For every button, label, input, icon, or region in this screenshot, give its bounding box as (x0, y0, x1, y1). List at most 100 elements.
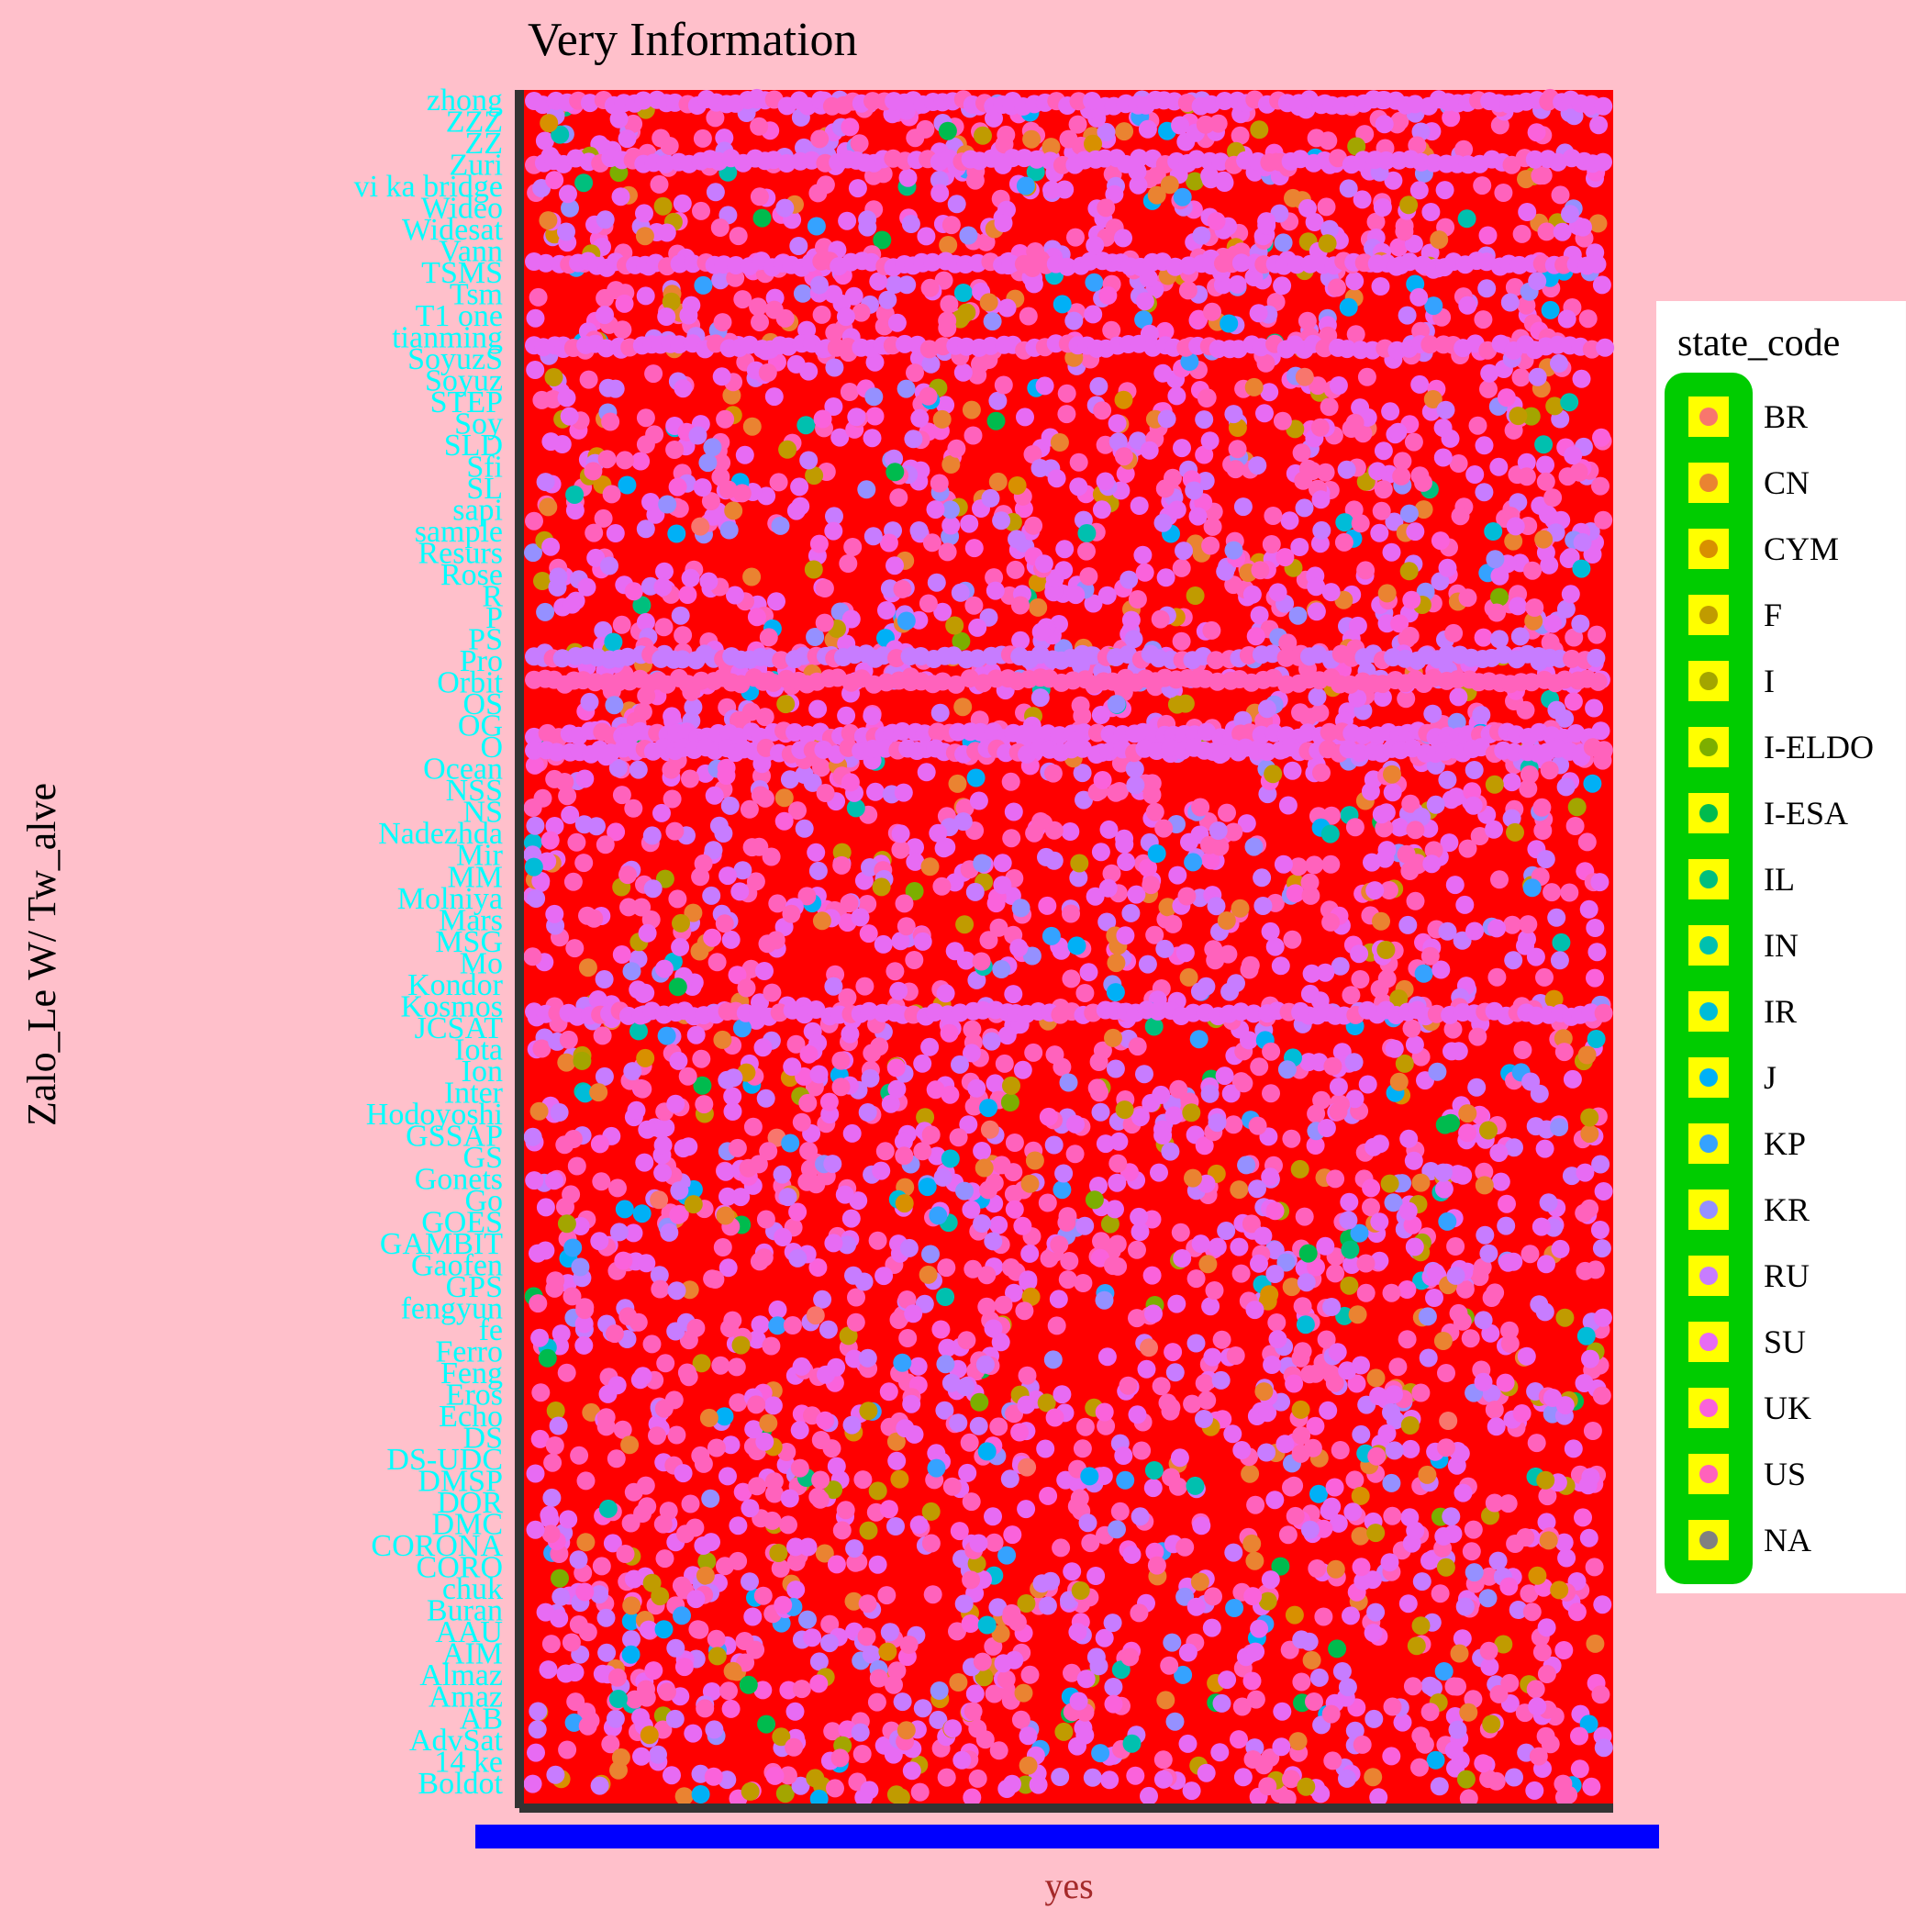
data-point (627, 1100, 646, 1120)
data-point (1045, 1408, 1064, 1427)
data-point (1233, 1768, 1253, 1787)
data-point (1356, 1283, 1376, 1302)
data-point (1070, 854, 1089, 873)
data-point (638, 923, 657, 943)
data-point (832, 1521, 852, 1540)
data-point (1282, 1770, 1300, 1789)
data-point (1550, 353, 1568, 373)
data-point (1084, 594, 1103, 613)
data-point (1389, 1072, 1409, 1091)
data-point (569, 1550, 588, 1569)
data-point (607, 822, 626, 842)
data-point (633, 1504, 652, 1523)
data-point (1404, 234, 1423, 253)
data-point (1389, 989, 1409, 1008)
data-point (653, 1514, 673, 1534)
data-point (1055, 180, 1075, 199)
data-point (809, 534, 829, 553)
data-point (575, 769, 595, 788)
data-point (1114, 229, 1132, 248)
data-point (1290, 1159, 1309, 1178)
data-point (769, 1544, 788, 1562)
data-point (1329, 1078, 1348, 1096)
data-point (1275, 1435, 1295, 1454)
data-point (1316, 963, 1335, 982)
data-point (1548, 152, 1567, 172)
data-point (1091, 706, 1110, 724)
data-point (1404, 1151, 1423, 1170)
data-point (526, 361, 545, 379)
data-point (1228, 274, 1247, 294)
data-point (778, 1766, 797, 1785)
data-point (1594, 1182, 1613, 1201)
data-point (1554, 1029, 1573, 1048)
data-point (841, 1209, 861, 1228)
data-point (1064, 311, 1084, 330)
data-point (1449, 454, 1468, 473)
data-point (897, 917, 916, 936)
data-point (1436, 1558, 1455, 1577)
data-point (636, 1048, 655, 1067)
data-point (575, 1582, 595, 1602)
data-point (1126, 1766, 1145, 1785)
data-point (991, 1624, 1010, 1643)
data-point (975, 1158, 994, 1178)
data-point (1084, 134, 1102, 153)
data-point (780, 770, 799, 789)
data-point (1175, 944, 1195, 963)
data-point (1130, 497, 1149, 515)
data-point (1246, 1495, 1265, 1514)
data-point (1049, 1290, 1068, 1309)
data-point (531, 1383, 551, 1402)
data-point (887, 313, 907, 332)
data-point (727, 256, 745, 274)
data-point (1195, 1136, 1214, 1156)
data-point (1195, 410, 1214, 430)
data-point (1352, 1424, 1371, 1444)
data-point (1265, 1201, 1285, 1221)
data-point (927, 1146, 946, 1166)
data-point (584, 462, 603, 481)
data-point (546, 1765, 565, 1784)
data-point (1497, 388, 1516, 408)
data-point (1086, 236, 1105, 255)
data-point (684, 1195, 703, 1214)
data-point (1446, 1237, 1465, 1256)
data-point (1537, 1618, 1556, 1637)
data-point (1583, 774, 1602, 793)
data-point (823, 1155, 842, 1174)
data-point (733, 290, 752, 309)
data-point (1364, 1709, 1384, 1728)
data-point (1186, 1597, 1206, 1616)
data-point (926, 1080, 945, 1100)
data-point (929, 823, 948, 843)
data-point (750, 1252, 769, 1271)
data-point (679, 1137, 698, 1156)
data-point (1586, 968, 1604, 988)
data-point (799, 451, 819, 470)
data-point (1442, 1042, 1461, 1061)
data-point (665, 821, 685, 841)
data-point (786, 1537, 805, 1557)
data-point (1091, 1102, 1110, 1122)
data-point (1117, 853, 1136, 871)
data-point (1486, 550, 1505, 569)
data-point (542, 1488, 562, 1507)
data-point (1282, 1478, 1300, 1497)
data-point (1020, 1244, 1040, 1263)
data-point (674, 1464, 693, 1483)
data-point (660, 1223, 679, 1242)
data-point (809, 1674, 829, 1693)
data-point (1337, 460, 1356, 479)
data-point (1311, 490, 1331, 509)
data-point (1044, 851, 1064, 870)
data-point (841, 609, 861, 629)
data-point (764, 387, 784, 407)
data-point (878, 290, 897, 309)
data-point (1458, 296, 1477, 315)
data-point (1377, 841, 1397, 860)
data-point (1478, 1589, 1498, 1608)
data-point (1307, 602, 1326, 621)
data-point (1475, 436, 1494, 455)
data-point (1525, 150, 1544, 169)
